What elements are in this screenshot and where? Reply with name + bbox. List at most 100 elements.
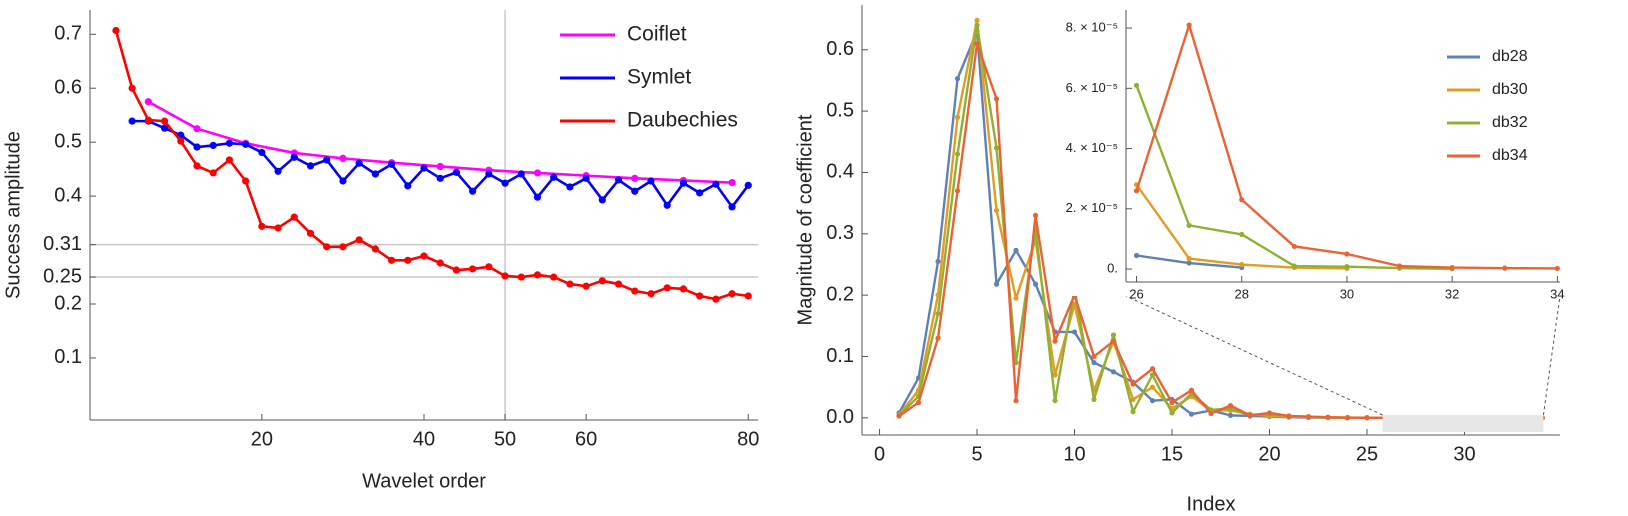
data-point xyxy=(1149,398,1156,404)
x-axis-label: Wavelet order xyxy=(362,470,486,492)
x-tick-label: 60 xyxy=(575,428,597,450)
data-point xyxy=(728,179,736,187)
x-tick-label: 25 xyxy=(1356,443,1378,465)
data-point xyxy=(436,174,444,182)
data-point xyxy=(306,162,315,170)
data-point xyxy=(1013,295,1019,301)
data-point xyxy=(647,177,655,185)
data-point xyxy=(566,183,574,191)
data-point xyxy=(258,148,266,157)
data-point xyxy=(696,292,704,300)
y-tick-label: 0.6 xyxy=(54,77,82,99)
data-point xyxy=(679,285,688,293)
data-point xyxy=(974,41,980,47)
data-point xyxy=(1291,263,1297,269)
data-point xyxy=(993,281,1000,287)
data-point xyxy=(306,229,315,237)
data-point xyxy=(517,273,525,281)
y-tick-label: 0.0 xyxy=(826,406,854,428)
data-point xyxy=(1286,413,1292,419)
data-point xyxy=(1239,197,1245,203)
data-point xyxy=(1013,247,1019,253)
y-tick-label: 0.25 xyxy=(43,265,82,287)
data-point xyxy=(1091,353,1097,360)
x-tick-label: 30 xyxy=(1453,443,1475,465)
data-point xyxy=(631,174,639,182)
x-axis-label: Index xyxy=(1187,493,1236,515)
data-point xyxy=(404,256,412,264)
data-point xyxy=(209,169,217,177)
data-point xyxy=(1130,409,1136,415)
y-tick-label: 6. × 10⁻⁵ xyxy=(1066,80,1118,95)
data-point xyxy=(1291,243,1297,250)
data-point xyxy=(404,182,412,190)
data-point xyxy=(582,282,590,290)
data-point xyxy=(915,399,922,406)
data-point xyxy=(485,170,493,178)
x-tick-label: 10 xyxy=(1063,443,1085,465)
data-point xyxy=(696,189,704,197)
data-point xyxy=(177,137,185,145)
data-point xyxy=(1032,212,1039,218)
data-point xyxy=(1364,415,1370,421)
data-point xyxy=(258,222,266,230)
data-point xyxy=(582,174,590,182)
data-point xyxy=(1305,413,1312,420)
data-point xyxy=(387,256,396,264)
data-point xyxy=(728,290,736,298)
data-point xyxy=(566,280,574,288)
data-point xyxy=(452,168,461,176)
data-point xyxy=(160,124,169,132)
y-tick-label: 0.7 xyxy=(54,23,82,45)
data-point xyxy=(993,96,1000,102)
data-point xyxy=(355,159,363,167)
data-point xyxy=(954,76,961,82)
data-point xyxy=(1169,410,1175,416)
data-point xyxy=(1344,251,1350,257)
x-tick-label: 34 xyxy=(1550,286,1564,301)
zoom-region xyxy=(1382,415,1544,432)
data-point xyxy=(387,160,396,168)
data-point xyxy=(896,413,902,419)
data-point xyxy=(993,145,1000,151)
y-tick-label: 4. × 10⁻⁵ xyxy=(1066,140,1118,155)
data-point xyxy=(1032,281,1039,287)
data-point xyxy=(974,22,980,28)
data-point xyxy=(339,154,347,162)
y-tick-label: 0.4 xyxy=(826,161,854,183)
x-tick-label: 0 xyxy=(874,443,885,465)
data-point xyxy=(420,252,428,260)
data-point xyxy=(533,271,542,279)
data-point xyxy=(974,17,980,23)
y-tick-label: 0.5 xyxy=(54,130,82,152)
data-point xyxy=(274,167,282,175)
data-point xyxy=(1186,260,1192,266)
data-point xyxy=(436,162,444,171)
data-point xyxy=(647,290,655,298)
legend-label: Daubechies xyxy=(627,109,738,132)
data-point xyxy=(954,151,961,157)
x-tick-label: 28 xyxy=(1234,286,1248,301)
data-point xyxy=(954,114,961,120)
data-point xyxy=(193,143,201,151)
legend-label: db32 xyxy=(1492,114,1528,131)
data-point xyxy=(614,280,623,288)
data-point xyxy=(1502,265,1508,271)
data-point xyxy=(323,243,331,251)
data-point xyxy=(144,116,152,124)
data-point xyxy=(1227,402,1234,409)
y-tick-label: 0.31 xyxy=(43,233,82,255)
data-point xyxy=(371,245,379,253)
data-point xyxy=(112,26,120,35)
data-point xyxy=(550,273,558,281)
data-point xyxy=(1247,412,1253,418)
data-point xyxy=(728,203,736,211)
legend-label: Coiflet xyxy=(627,23,687,46)
data-point xyxy=(935,310,941,317)
data-point xyxy=(193,125,201,133)
data-point xyxy=(290,213,298,221)
data-point xyxy=(935,335,941,341)
data-point xyxy=(1344,414,1351,421)
data-point xyxy=(501,272,509,280)
